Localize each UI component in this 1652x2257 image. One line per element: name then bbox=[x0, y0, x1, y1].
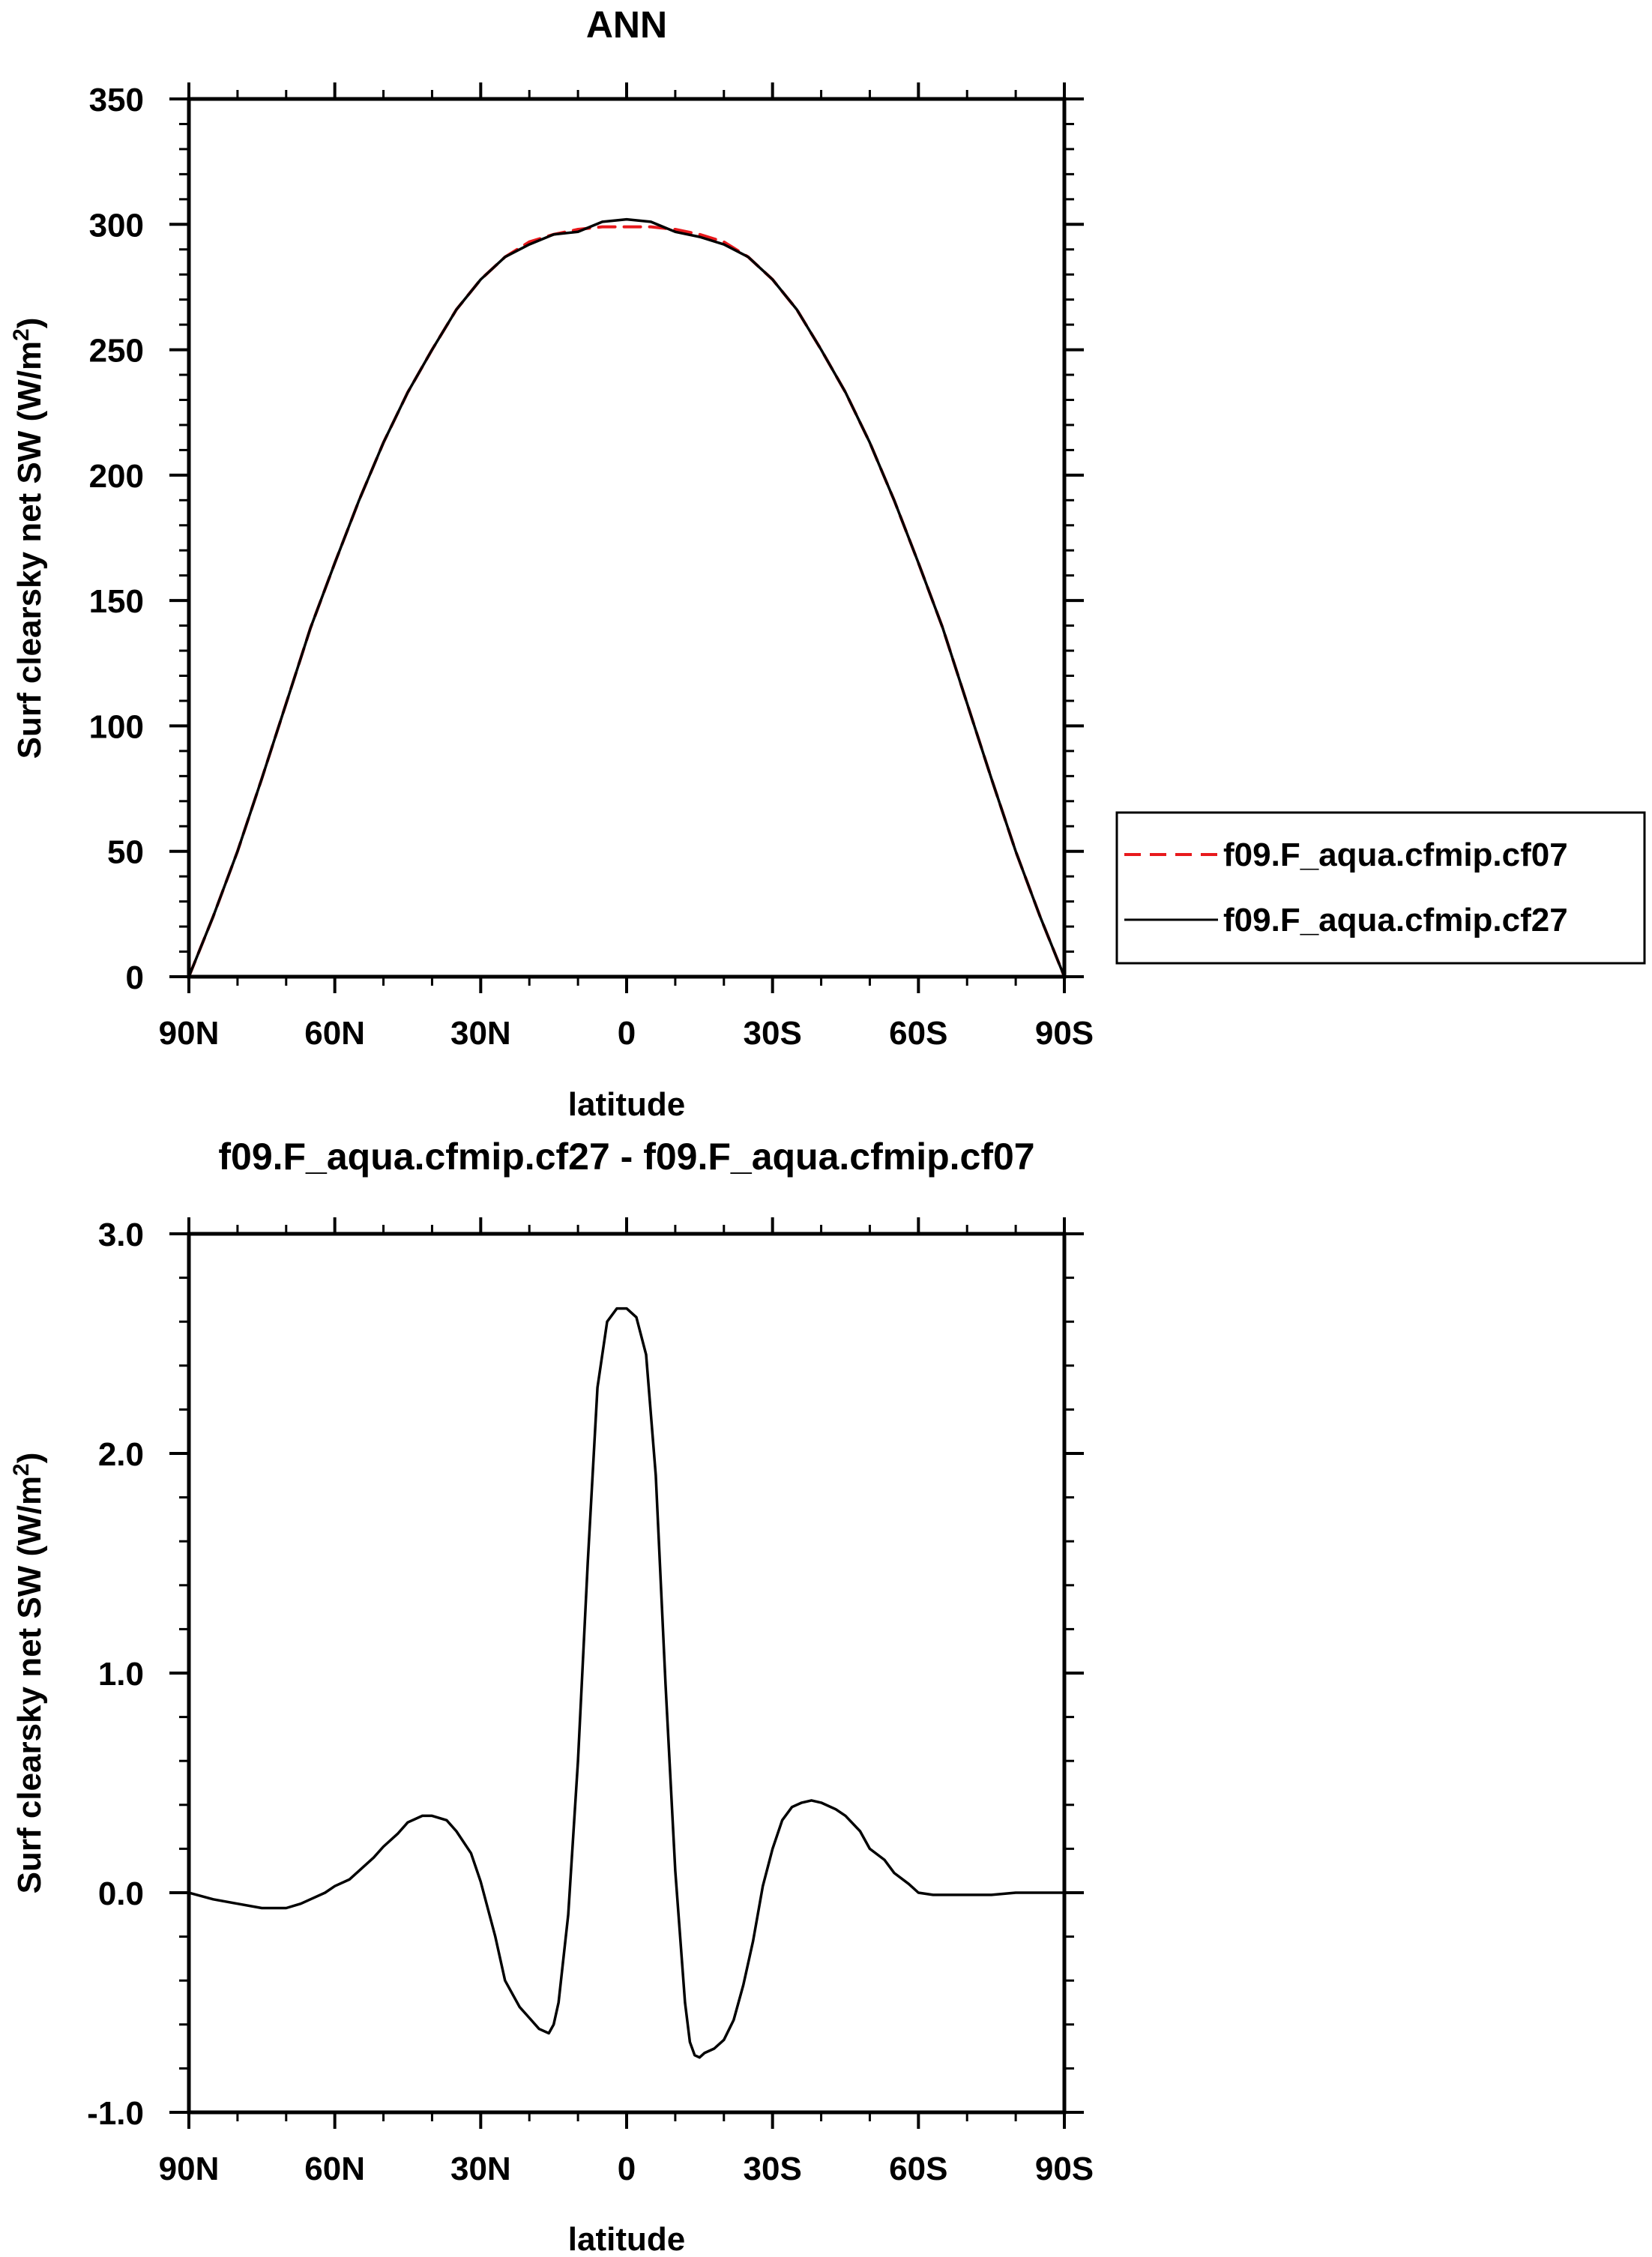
series-line-0 bbox=[187, 1307, 1066, 2059]
panel-annual: ANN 90N 60N 30N 0 30S 60S 90S 0 50 100 150 200 250 30… bbox=[9, 4, 1646, 1123]
legend-box bbox=[1115, 811, 1646, 965]
legend: f09.F_aqua.cfmip.cf07 f09.F_aqua.cfmip.c… bbox=[1115, 811, 1646, 965]
x-tick-label: 90N bbox=[159, 2151, 220, 2187]
y-tick-label: 150 bbox=[89, 583, 144, 620]
tick-labels: 90N 60N 30N 0 30S 60S 90S -1.0 0.0 1.0 2.0 3.0 bbox=[87, 1217, 1094, 2187]
x-axis-label: latitude bbox=[568, 2221, 685, 2257]
x-tick-label: 0 bbox=[618, 1015, 636, 1052]
y-tick-label: 350 bbox=[89, 82, 144, 118]
plot-series bbox=[187, 1307, 1066, 2059]
plot-frame bbox=[187, 97, 1067, 979]
y-tick-label: 1.0 bbox=[98, 1656, 144, 1693]
x-tick-label: 60S bbox=[889, 2151, 947, 2187]
x-tick-label: 90S bbox=[1035, 2151, 1094, 2187]
y-tick-label: 200 bbox=[89, 458, 144, 495]
axis-ticks bbox=[169, 1217, 1084, 2129]
legend-label-cf27: f09.F_aqua.cfmip.cf27 bbox=[1223, 902, 1568, 938]
panel-title: ANN bbox=[586, 4, 667, 46]
legend-label-cf07: f09.F_aqua.cfmip.cf07 bbox=[1223, 837, 1568, 873]
y-tick-label: -1.0 bbox=[87, 2095, 144, 2132]
y-tick-label: 250 bbox=[89, 333, 144, 370]
y-tick-label: 0 bbox=[126, 959, 144, 996]
x-tick-label: 60S bbox=[889, 1015, 947, 1052]
y-tick-label: 100 bbox=[89, 708, 144, 745]
tick-labels: 90N 60N 30N 0 30S 60S 90S 0 50 100 150 200 250 300 350 bbox=[89, 82, 1094, 1052]
x-tick-label: 30N bbox=[450, 1015, 511, 1052]
x-axis-label: latitude bbox=[568, 1086, 685, 1123]
y-tick-label: 50 bbox=[107, 834, 144, 871]
x-tick-label: 60N bbox=[304, 1015, 365, 1052]
y-tick-label: 0.0 bbox=[98, 1875, 144, 1912]
series-line-1 bbox=[187, 217, 1066, 978]
x-tick-label: 60N bbox=[304, 2151, 365, 2187]
y-axis-label: Surf clearsky net SW (W/m2) bbox=[9, 1453, 48, 1894]
plot-frame bbox=[187, 1232, 1067, 2115]
y-axis-label: Surf clearsky net SW (W/m2) bbox=[9, 318, 48, 759]
y-tick-label: 3.0 bbox=[98, 1217, 144, 1253]
x-tick-label: 30S bbox=[744, 2151, 802, 2187]
x-tick-label: 0 bbox=[618, 2151, 636, 2187]
x-tick-label: 30N bbox=[450, 2151, 511, 2187]
panel-difference: f09.F_aqua.cfmip.cf27 - f09.F_aqua.cfmip… bbox=[9, 1136, 1094, 2257]
x-tick-label: 30S bbox=[744, 1015, 802, 1052]
y-tick-label: 2.0 bbox=[98, 1436, 144, 1473]
y-tick-label: 300 bbox=[89, 207, 144, 244]
x-tick-label: 90N bbox=[159, 1015, 220, 1052]
plot-series bbox=[187, 217, 1066, 978]
panel-title: f09.F_aqua.cfmip.cf27 - f09.F_aqua.cfmip… bbox=[218, 1136, 1034, 1178]
x-tick-label: 90S bbox=[1035, 1015, 1094, 1052]
